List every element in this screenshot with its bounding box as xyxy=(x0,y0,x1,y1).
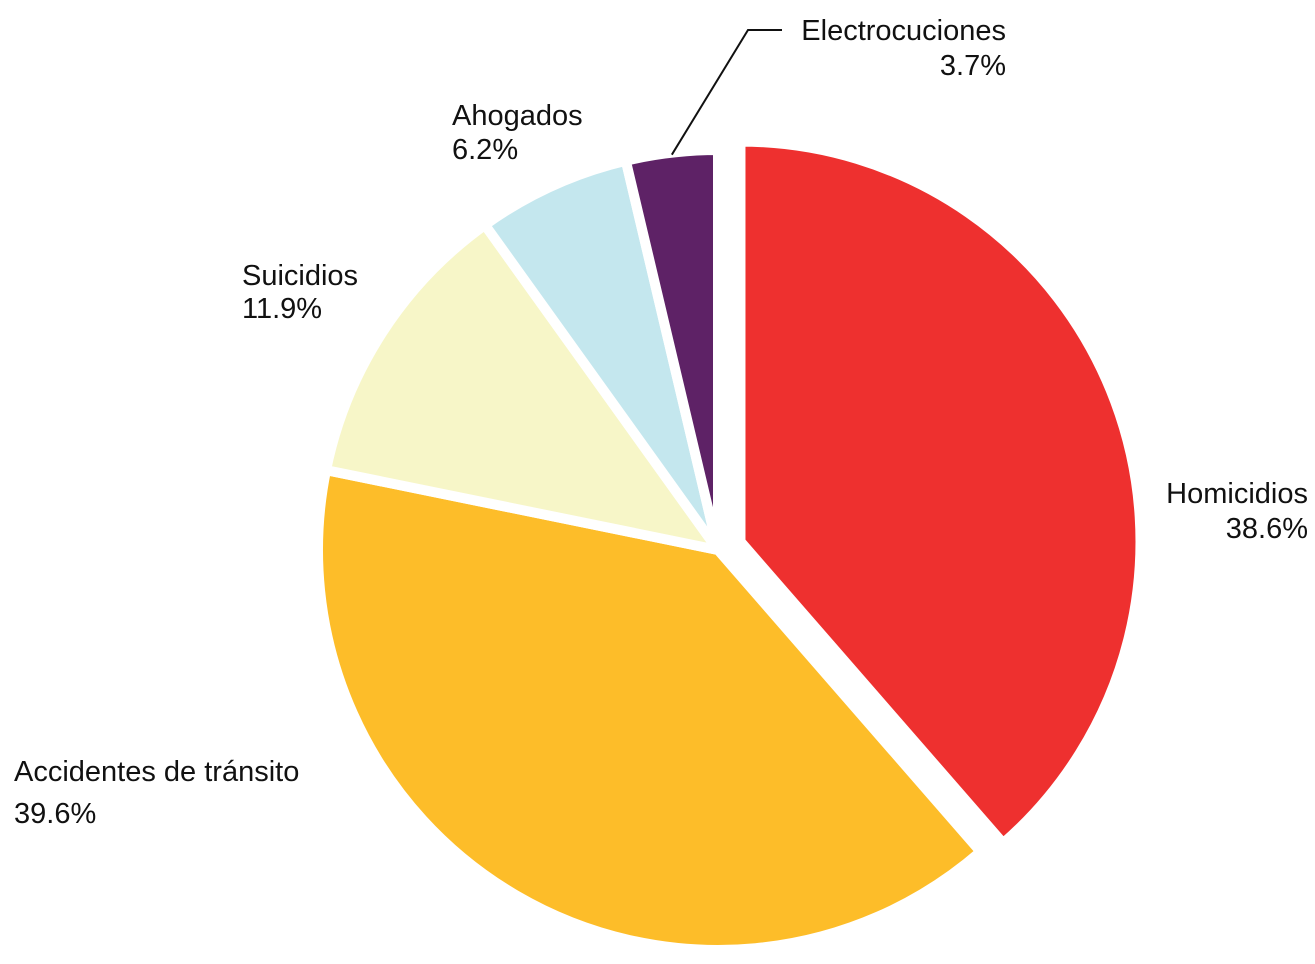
label-electrocuciones: Electrocuciones xyxy=(801,15,1006,47)
slice-suicidios xyxy=(320,217,730,558)
value-accidentes-de-transito: 39.6% xyxy=(14,798,96,830)
value-ahogados: 6.2% xyxy=(452,134,518,166)
value-suicidios: 11.9% xyxy=(242,293,322,325)
label-ahogados: Ahogados xyxy=(452,100,583,132)
value-electrocuciones: 3.7% xyxy=(940,50,1006,82)
callout-lines xyxy=(670,29,782,156)
value-homicidios: 38.6% xyxy=(1226,513,1308,545)
label-homicidios: Homicidios xyxy=(1166,478,1308,510)
leader-line-electrocuciones xyxy=(670,29,782,156)
label-accidentes-de-transito: Accidentes de tránsito xyxy=(14,756,299,788)
label-suicidios: Suicidios xyxy=(242,260,358,292)
slice-electrocuciones xyxy=(619,144,723,552)
pie-slices xyxy=(313,136,1146,955)
slice-homicidios xyxy=(735,136,1146,851)
slice-accidentes-de-transito xyxy=(313,464,988,955)
slice-ahogados xyxy=(477,154,723,553)
